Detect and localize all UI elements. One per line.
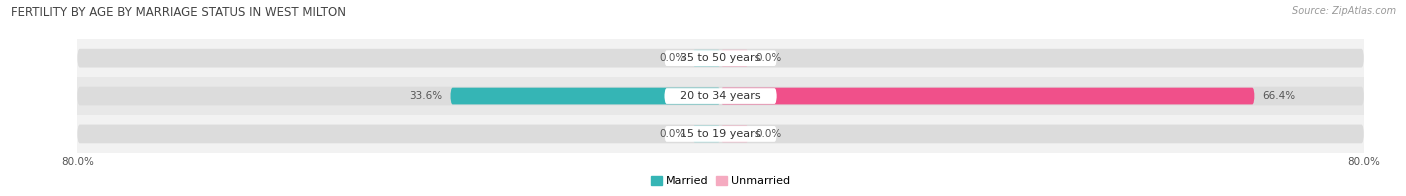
Text: 0.0%: 0.0%	[659, 129, 686, 139]
Text: 0.0%: 0.0%	[659, 53, 686, 63]
FancyBboxPatch shape	[664, 126, 778, 142]
Bar	[77, 39, 1364, 77]
Text: FERTILITY BY AGE BY MARRIAGE STATUS IN WEST MILTON: FERTILITY BY AGE BY MARRIAGE STATUS IN W…	[11, 6, 346, 19]
FancyBboxPatch shape	[721, 50, 749, 66]
FancyBboxPatch shape	[77, 49, 1364, 67]
FancyBboxPatch shape	[77, 125, 1364, 143]
Bar	[77, 77, 1364, 115]
FancyBboxPatch shape	[664, 50, 778, 66]
FancyBboxPatch shape	[692, 126, 721, 142]
Text: 66.4%: 66.4%	[1263, 91, 1296, 101]
FancyBboxPatch shape	[721, 88, 1254, 104]
FancyBboxPatch shape	[77, 87, 1364, 105]
Legend: Married, Unmarried: Married, Unmarried	[647, 171, 794, 191]
FancyBboxPatch shape	[692, 50, 721, 66]
FancyBboxPatch shape	[721, 126, 749, 142]
Text: 20 to 34 years: 20 to 34 years	[681, 91, 761, 101]
Bar	[77, 115, 1364, 153]
Text: 33.6%: 33.6%	[409, 91, 443, 101]
FancyBboxPatch shape	[664, 88, 778, 104]
Text: 0.0%: 0.0%	[755, 53, 782, 63]
Text: Source: ZipAtlas.com: Source: ZipAtlas.com	[1292, 6, 1396, 16]
Text: 15 to 19 years: 15 to 19 years	[681, 129, 761, 139]
Text: 35 to 50 years: 35 to 50 years	[681, 53, 761, 63]
FancyBboxPatch shape	[450, 88, 721, 104]
Text: 0.0%: 0.0%	[755, 129, 782, 139]
